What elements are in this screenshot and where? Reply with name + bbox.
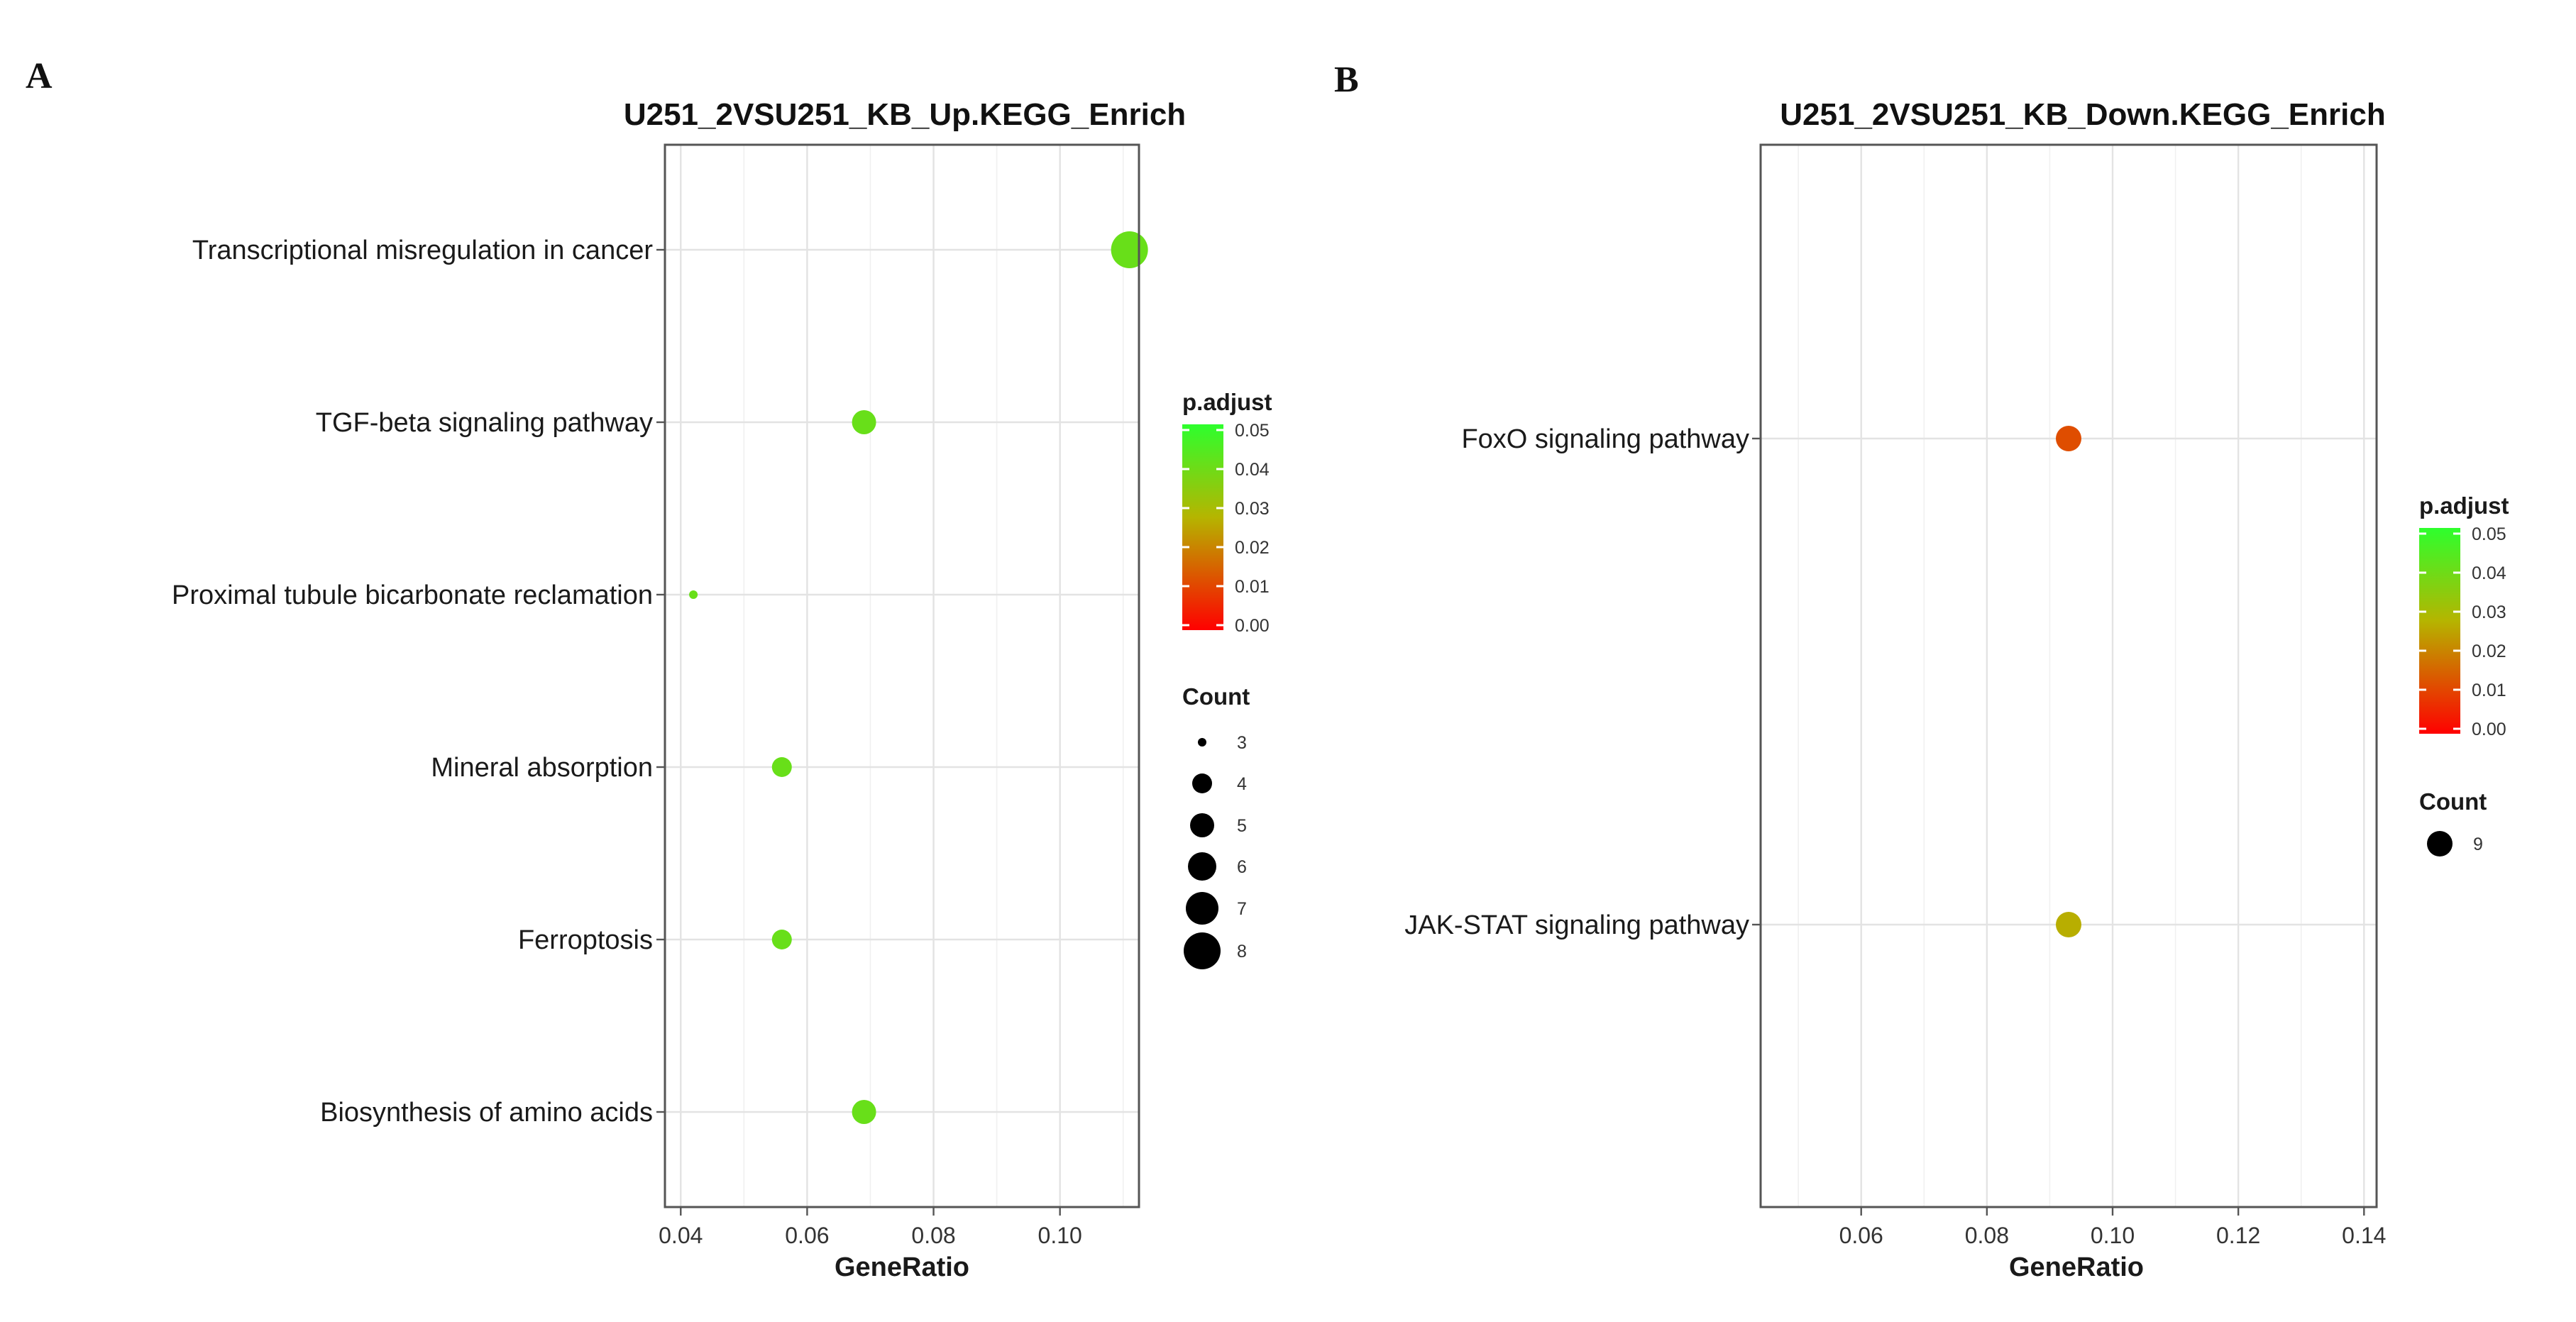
size-key-label-8: 8 <box>1237 942 1247 962</box>
panel-b-x-tick-labels: 0.06 0.08 0.10 0.12 0.14 <box>1839 1223 2387 1248</box>
size-key-label-5: 5 <box>1237 816 1247 836</box>
panel-a-color-ticks <box>1182 429 1223 627</box>
size-key-label-3: 3 <box>1237 733 1247 753</box>
panel-b-color-bar <box>2419 528 2460 734</box>
y-label-proximal-tubule: Proximal tubule bicarbonate reclamation <box>172 580 653 610</box>
x-tick-label-0.08: 0.08 <box>911 1223 955 1248</box>
panel-b-title: U251_2VSU251_KB_Down.KEGG_Enrich <box>1780 97 2385 132</box>
panel-a: A U251_2VSU251_KB_Up.KEGG_Enrich Transcr… <box>26 56 1272 1282</box>
panel-a-gridlines <box>665 145 1139 1207</box>
point-transcriptional-misregulation-in-cancer <box>1111 231 1148 268</box>
panel-a-color-legend-title: p.adjust <box>1182 389 1272 415</box>
y-label-mineral-absorption: Mineral absorption <box>431 753 653 783</box>
size-key-6 <box>1188 852 1216 881</box>
panel-a-title: U251_2VSU251_KB_Up.KEGG_Enrich <box>624 97 1186 132</box>
y-label-tgf-beta: TGF-beta signaling pathway <box>316 408 653 438</box>
y-label-ferroptosis: Ferroptosis <box>518 925 653 955</box>
x-tick-label-0.06: 0.06 <box>785 1223 829 1248</box>
panel-b-color-ticks <box>2419 532 2460 730</box>
panel-b-letter: B <box>1334 60 1359 100</box>
panel-b-legend-tick-0.04: 0.04 <box>2472 563 2506 583</box>
panel-a-color-bar <box>1182 424 1223 630</box>
size-key-label-7: 7 <box>1237 899 1247 919</box>
panel-a-tickmarks <box>656 248 1061 1216</box>
y-label-transcriptional-misregulation: Transcriptional misregulation in cancer <box>192 236 653 265</box>
size-key-label-4: 4 <box>1237 774 1247 794</box>
panel-b-plot-frame <box>1759 143 2378 1208</box>
panel-a-size-legend: Count 3 4 5 6 7 8 <box>1182 683 1250 969</box>
size-key-label-9: 9 <box>2473 834 2483 854</box>
panel-a-legend-tick-0.02: 0.02 <box>1235 538 1270 558</box>
size-key-7 <box>1186 892 1218 925</box>
y-label-jak-stat: JAK-STAT signaling pathway <box>1404 910 1749 940</box>
x-tick-label-0.08: 0.08 <box>1965 1223 2009 1248</box>
panel-a-legend-tick-0.00: 0.00 <box>1235 616 1270 636</box>
size-key-label-6: 6 <box>1237 857 1247 877</box>
size-key-5 <box>1190 813 1214 837</box>
size-key-3 <box>1198 738 1206 747</box>
panel-b: B U251_2VSU251_KB_Down.KEGG_Enrich FoxO … <box>1334 60 2509 1282</box>
point-foxo-signaling-pathway <box>2056 426 2081 451</box>
panel-a-plot-frame <box>664 143 1140 1208</box>
panel-b-y-labels: FoxO signaling pathway JAK-STAT signalin… <box>1404 424 1749 940</box>
point-mineral-absorption <box>771 757 792 777</box>
y-label-biosynthesis-amino-acids: Biosynthesis of amino acids <box>320 1098 653 1128</box>
panel-b-legend-tick-0.02: 0.02 <box>2472 641 2506 661</box>
size-key-8 <box>1184 932 1221 969</box>
panel-b-gridlines <box>1761 145 2377 1207</box>
panel-a-legend-tick-0.01: 0.01 <box>1235 577 1270 597</box>
panel-a-legend-tick-0.03: 0.03 <box>1235 499 1270 519</box>
panel-a-legend-tick-0.05: 0.05 <box>1235 421 1270 441</box>
panel-a-x-tick-labels: 0.04 0.06 0.08 0.10 <box>659 1223 1082 1248</box>
x-tick-label-0.10: 0.10 <box>2091 1223 2135 1248</box>
panel-a-size-legend-title: Count <box>1182 683 1250 710</box>
size-key-4 <box>1192 773 1212 793</box>
point-biosynthesis-of-amino-acids <box>852 1100 876 1124</box>
panel-a-letter: A <box>26 56 53 97</box>
panel-a-x-axis-title: GeneRatio <box>835 1252 969 1282</box>
point-proximal-tubule-bicarbonate-reclamation <box>689 590 698 599</box>
point-ferroptosis <box>771 930 792 949</box>
panel-a-y-labels: Transcriptional misregulation in cancer … <box>172 236 653 1128</box>
panel-b-legend-tick-0.05: 0.05 <box>2472 524 2506 544</box>
panel-b-size-legend: Count 9 <box>2419 788 2487 856</box>
panel-b-legend-tick-0.01: 0.01 <box>2472 681 2506 700</box>
x-tick-label-0.14: 0.14 <box>2342 1223 2386 1248</box>
x-tick-label-0.12: 0.12 <box>2216 1223 2260 1248</box>
x-tick-label-0.10: 0.10 <box>1038 1223 1082 1248</box>
x-tick-label-0.06: 0.06 <box>1839 1223 1883 1248</box>
point-tgf-beta-signaling-pathway <box>852 410 876 434</box>
x-tick-label-0.04: 0.04 <box>659 1223 703 1248</box>
panel-b-color-legend: p.adjust 0.05 0.04 0.03 0.02 0.01 0 <box>2419 492 2509 739</box>
panel-b-points <box>2056 426 2081 937</box>
panel-a-legend-tick-0.04: 0.04 <box>1235 460 1270 480</box>
panel-b-size-legend-title: Count <box>2419 788 2487 815</box>
panel-b-color-legend-title: p.adjust <box>2419 492 2509 519</box>
panel-b-legend-tick-0.00: 0.00 <box>2472 720 2506 739</box>
panel-b-x-axis-title: GeneRatio <box>2009 1252 2144 1282</box>
panel-a-color-legend: p.adjust 0.05 0.04 0.03 0.02 0.01 0 <box>1182 389 1272 636</box>
point-jak-stat-signaling-pathway <box>2056 912 2081 937</box>
panel-b-tickmarks <box>1752 437 2365 1216</box>
size-key-9 <box>2427 831 2453 856</box>
panel-b-legend-tick-0.03: 0.03 <box>2472 602 2506 622</box>
y-label-foxo: FoxO signaling pathway <box>1461 424 1749 454</box>
